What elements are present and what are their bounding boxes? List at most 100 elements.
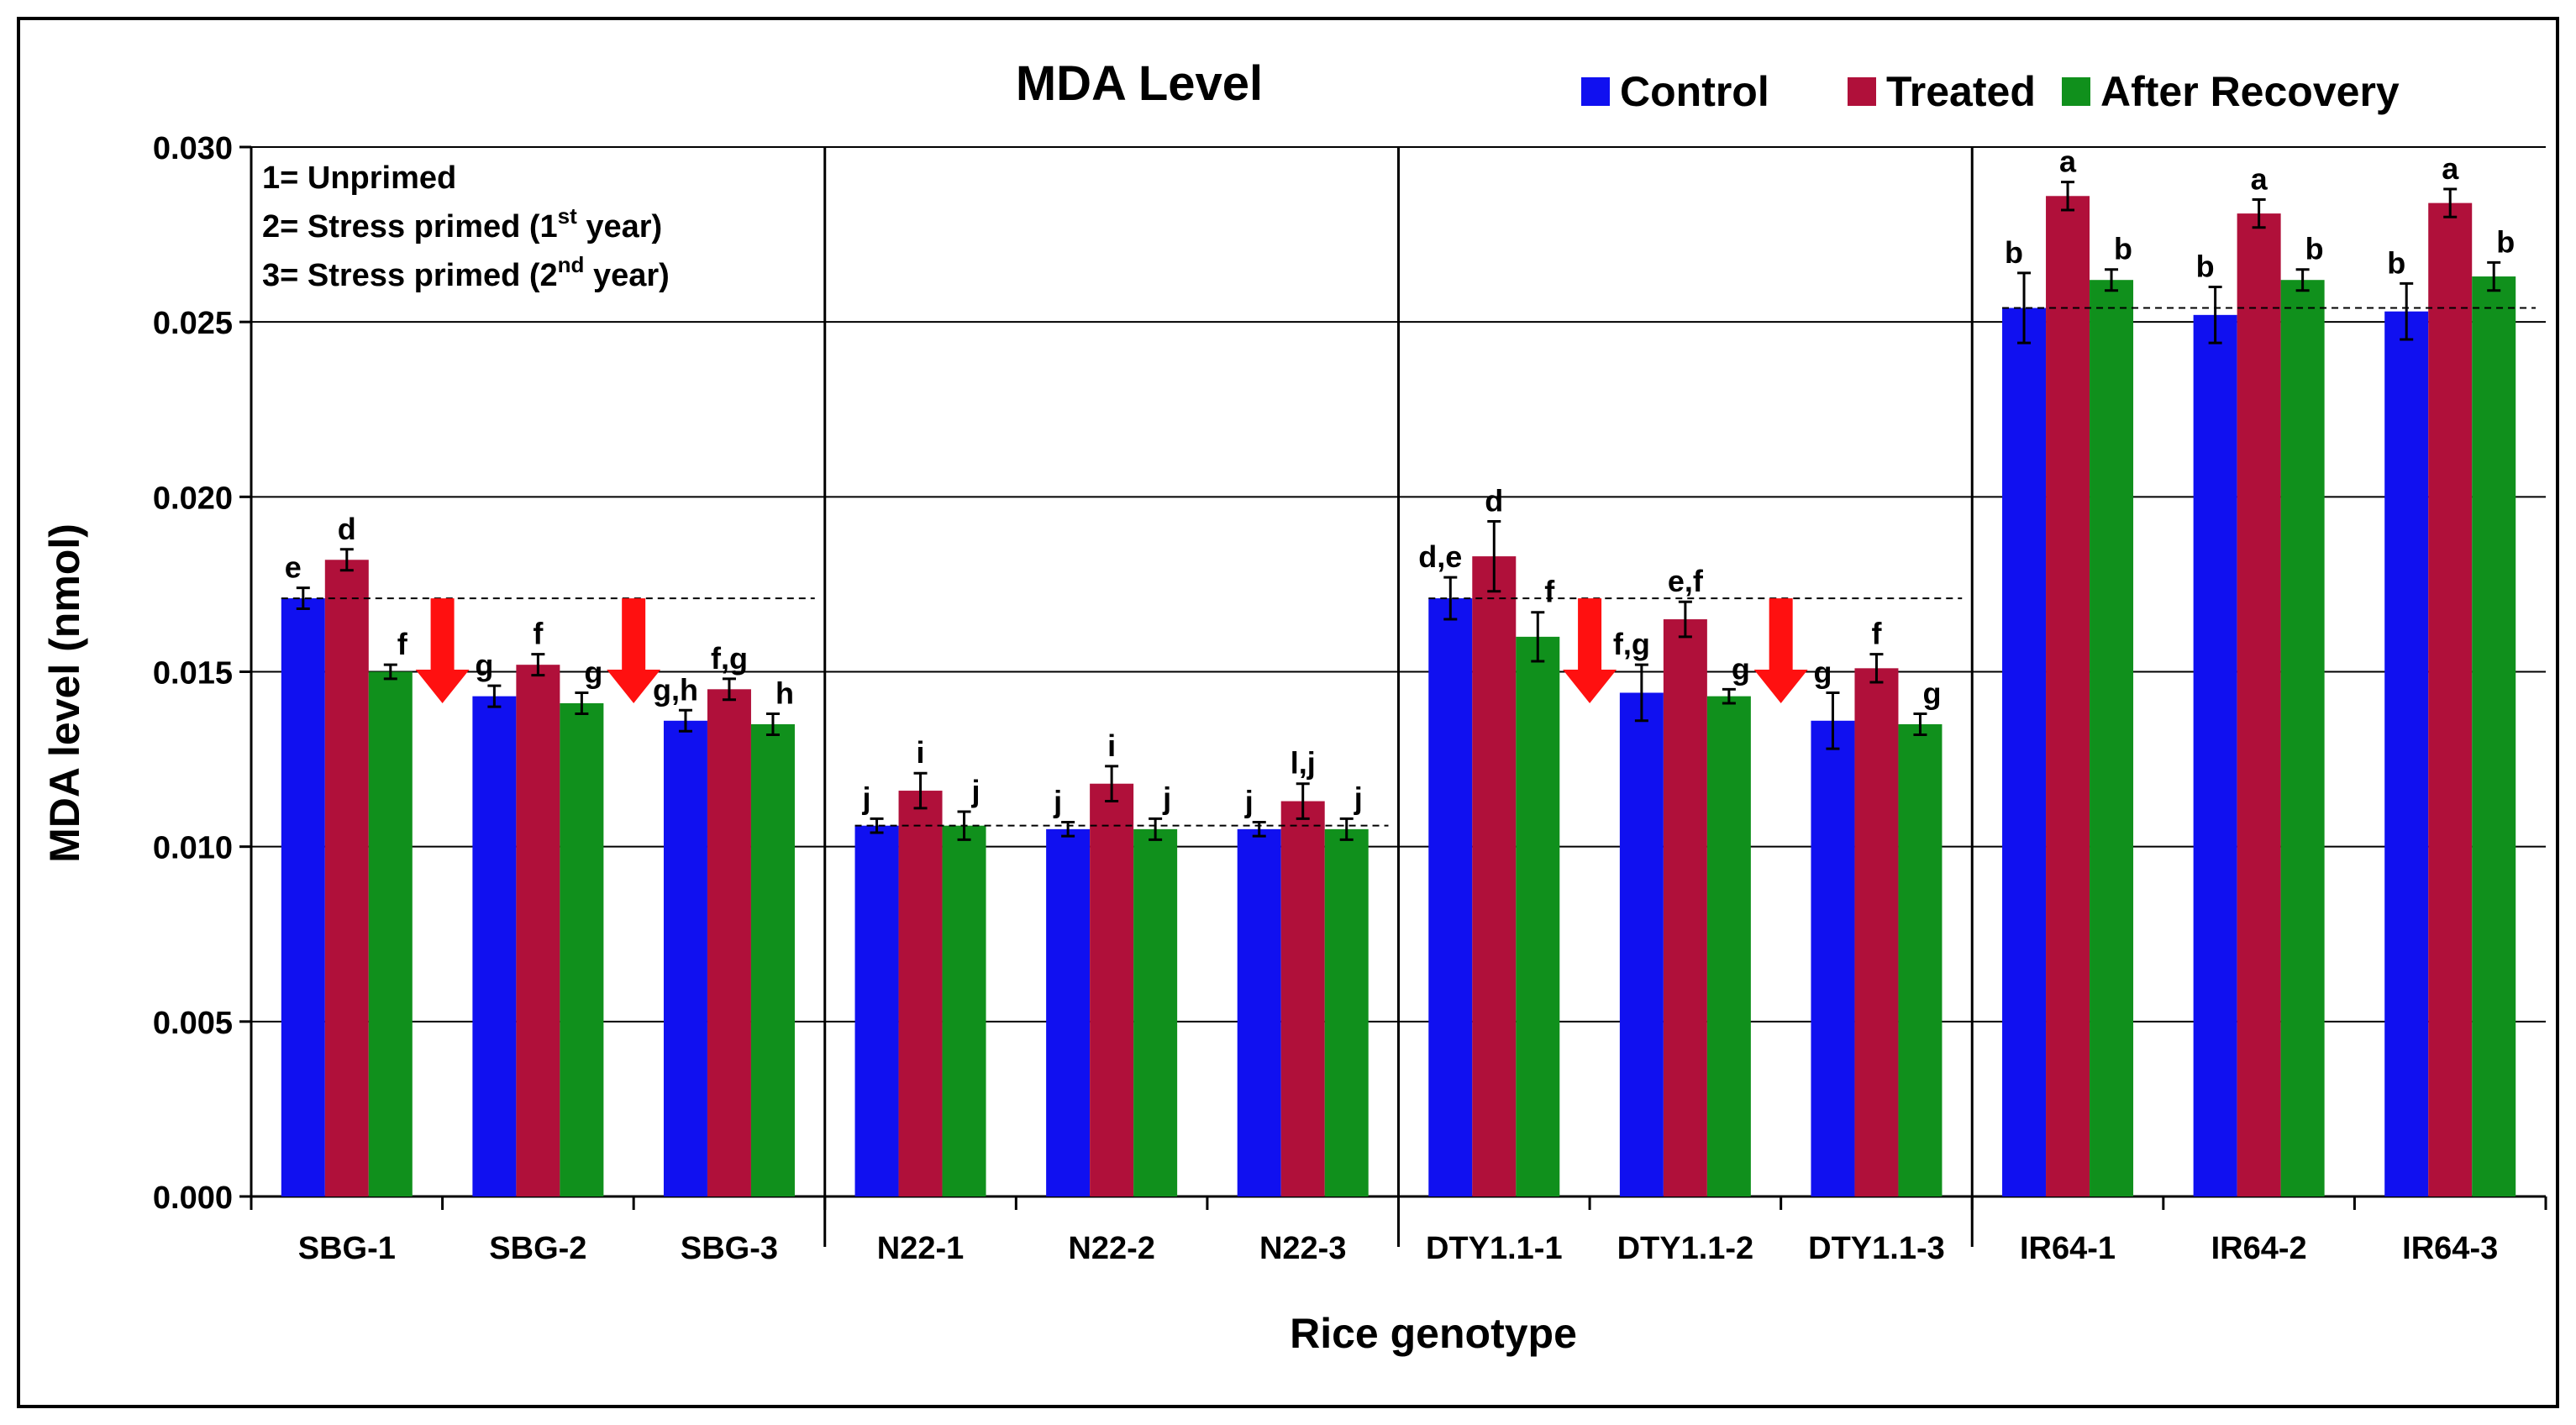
y-tick-label-2: 0.010 — [153, 831, 233, 866]
bar-after-recovery-DTY1.1-2 — [1706, 696, 1751, 1196]
red-arrow-0 — [415, 598, 470, 703]
y-tick-label-3: 0.015 — [153, 656, 233, 691]
bar-treated-N22-2 — [1090, 783, 1134, 1196]
significance-letter-1-6: d — [1485, 483, 1503, 518]
bar-after-recovery-IR64-2 — [2280, 280, 2325, 1196]
significance-letter-0-8: g — [1813, 655, 1832, 689]
bar-control-N22-2 — [1046, 828, 1091, 1196]
y-tick-label-0: 0.000 — [153, 1180, 233, 1216]
significance-letter-0-0: e — [285, 550, 302, 585]
significance-letter-0-1: g — [475, 648, 493, 682]
bar-control-IR64-2 — [2193, 314, 2237, 1197]
bar-after-recovery-SBG-1 — [368, 671, 413, 1196]
red-arrow-3 — [1753, 598, 1808, 703]
bar-treated-DTY1.1-1 — [1472, 556, 1517, 1196]
legend-swatch-treated — [1848, 77, 1876, 106]
y-tick-label-5: 0.025 — [153, 306, 233, 341]
significance-letter-0-5: j — [1244, 785, 1254, 819]
bar-treated-SBG-1 — [324, 560, 369, 1196]
x-tick-label-IR64-3: IR64-3 — [2402, 1231, 2498, 1266]
significance-letter-0-3: j — [862, 781, 871, 815]
annotation-line-1: 1= Unprimed — [262, 160, 456, 196]
significance-letter-1-4: i — [1107, 728, 1116, 763]
x-tick-label-N22-2: N22-2 — [1068, 1231, 1155, 1266]
significance-letter-0-6: d,e — [1418, 539, 1462, 574]
annotation-line-2: 2= Stress primed (1st year) — [262, 203, 662, 245]
x-tick-label-DTY1.1-1: DTY1.1-1 — [1426, 1231, 1563, 1266]
bar-control-SBG-2 — [472, 696, 517, 1196]
legend-label-control: Control — [1620, 68, 1769, 115]
x-tick-label-N22-1: N22-1 — [877, 1231, 965, 1266]
bar-after-recovery-N22-3 — [1324, 828, 1369, 1196]
bar-control-DTY1.1-1 — [1428, 598, 1473, 1196]
legend-label-after-recovery: After Recovery — [2100, 68, 2400, 115]
bar-after-recovery-N22-2 — [1133, 828, 1178, 1196]
x-tick-label-IR64-1: IR64-1 — [2020, 1231, 2116, 1266]
legend-swatch-control — [1581, 77, 1610, 106]
annotation-line-3-end: year) — [584, 258, 669, 293]
annotation-line-2-sup: st — [558, 203, 577, 229]
bar-after-recovery-DTY1.1-3 — [1898, 723, 1943, 1196]
x-tick-label-SBG-3: SBG-3 — [681, 1231, 778, 1266]
bar-treated-IR64-3 — [2428, 202, 2473, 1197]
significance-letter-1-3: i — [917, 735, 925, 770]
bar-treated-SBG-2 — [516, 665, 560, 1196]
bar-after-recovery-SBG-2 — [560, 702, 604, 1196]
bar-after-recovery-DTY1.1-1 — [1516, 636, 1560, 1196]
significance-letter-1-7: e,f — [1668, 564, 1704, 598]
red-arrow-2 — [1563, 598, 1617, 703]
significance-letter-2-6: f — [1544, 575, 1555, 609]
bar-after-recovery-SBG-3 — [750, 723, 795, 1196]
bar-control-DTY1.1-3 — [1811, 720, 1855, 1196]
bar-treated-DTY1.1-3 — [1854, 668, 1899, 1196]
significance-letter-0-11: b — [2387, 245, 2405, 280]
x-tick-label-IR64-2: IR64-2 — [2211, 1231, 2307, 1266]
significance-letter-0-7: f,g — [1613, 627, 1650, 661]
legend-label-treated: Treated — [1886, 68, 2036, 115]
x-tick-label-N22-3: N22-3 — [1259, 1231, 1347, 1266]
significance-letter-2-5: j — [1354, 781, 1363, 815]
significance-letter-1-9: a — [2059, 145, 2077, 179]
red-arrow-1 — [607, 598, 661, 703]
bar-treated-N22-1 — [898, 791, 943, 1196]
y-tick-label-6: 0.030 — [153, 131, 233, 166]
significance-letter-2-8: g — [1922, 676, 1941, 710]
significance-letter-0-2: g,h — [653, 672, 698, 707]
significance-letter-1-8: f — [1871, 617, 1882, 651]
significance-letter-2-1: g — [584, 655, 602, 689]
significance-letter-1-11: a — [2442, 151, 2459, 186]
bar-treated-SBG-3 — [707, 689, 751, 1196]
significance-letter-0-4: j — [1053, 785, 1062, 819]
bar-control-IR64-1 — [2002, 308, 2047, 1197]
chart-frame: MDA Level Control Treated After Recovery… — [17, 17, 2559, 1408]
bar-control-N22-1 — [854, 825, 899, 1196]
annotation-line-2-end: year) — [577, 209, 662, 245]
significance-letter-0-9: b — [2005, 235, 2023, 270]
bar-after-recovery-IR64-1 — [2090, 280, 2134, 1196]
bar-treated-DTY1.1-2 — [1663, 619, 1707, 1196]
chart-title: MDA Level — [1016, 56, 1263, 111]
significance-letter-0-10: b — [2196, 250, 2215, 284]
significance-letter-2-9: b — [2114, 232, 2132, 266]
significance-letter-1-1: f — [533, 617, 544, 651]
legend-annotation: 1= Unprimed 2= Stress primed (1st year) … — [262, 160, 670, 293]
x-tick-label-DTY1.1-2: DTY1.1-2 — [1617, 1231, 1754, 1266]
significance-letter-2-10: b — [2305, 232, 2324, 266]
significance-letter-2-0: f — [397, 627, 408, 661]
annotation-line-3-sup: nd — [558, 252, 585, 277]
bar-treated-N22-3 — [1280, 801, 1325, 1196]
bar-treated-IR64-1 — [2046, 196, 2090, 1197]
bar-after-recovery-N22-1 — [942, 825, 986, 1196]
bar-control-DTY1.1-2 — [1619, 692, 1664, 1196]
y-axis-label: MDA level (nmol) — [41, 523, 88, 863]
bar-after-recovery-IR64-3 — [2472, 276, 2516, 1196]
significance-letter-1-2: f,g — [711, 641, 748, 676]
bar-control-N22-3 — [1237, 828, 1281, 1196]
significance-letter-1-0: d — [338, 512, 356, 546]
significance-letter-1-5: l,j — [1291, 746, 1316, 781]
plot-area: 0.000 0.005 0.010 0.015 0.020 0.025 0.030 e d f SB… — [153, 131, 2547, 1266]
annotation-line-2-main: 2= Stress primed (1 — [262, 209, 558, 245]
mda-bar-chart: MDA Level Control Treated After Recovery… — [41, 56, 2547, 1357]
significance-letter-2-11: b — [2496, 224, 2515, 259]
x-axis-label: Rice genotype — [1290, 1310, 1577, 1357]
